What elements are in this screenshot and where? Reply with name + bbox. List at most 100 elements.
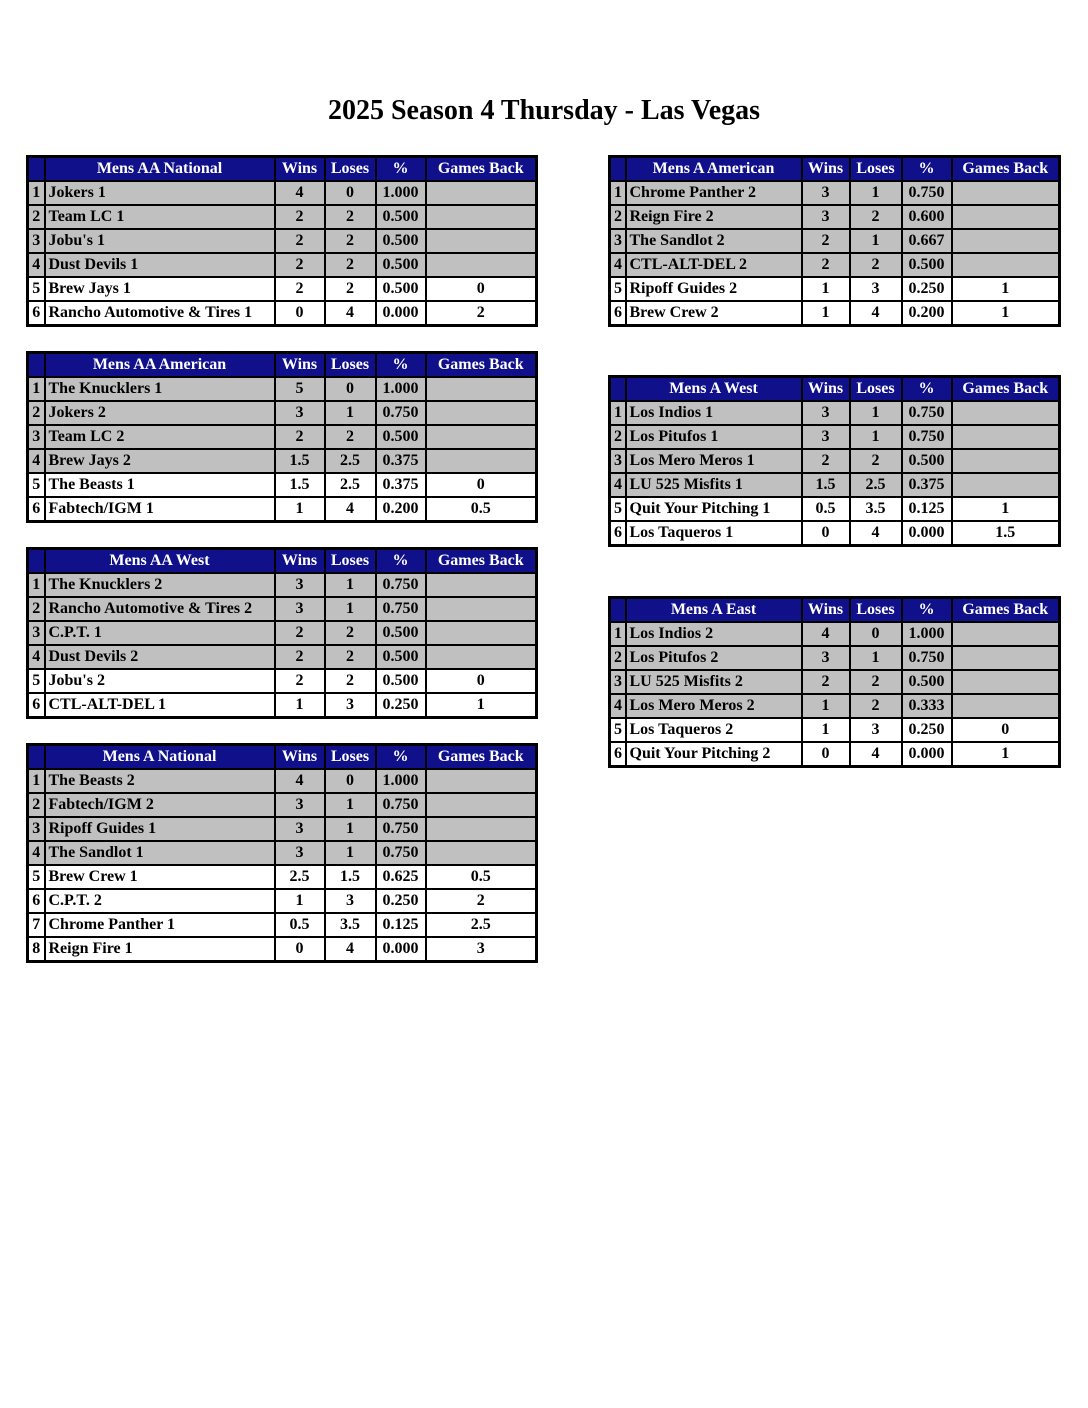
table-row: 3 Jobu's 1 2 2 0.500 (26, 228, 538, 254)
wins-cell: 2 (800, 448, 851, 474)
loses-cell: 2 (323, 276, 377, 302)
team-cell: LU 525 Misfits 2 (624, 669, 803, 695)
team-cell: Los Indios 2 (624, 621, 803, 647)
games-back-cell (424, 792, 538, 818)
team-cell: Los Pitufos 2 (624, 645, 803, 671)
games-back-cell (424, 376, 538, 402)
loses-header: Loses (848, 375, 903, 402)
pct-cell: 0.000 (374, 300, 427, 327)
wins-cell: 3 (273, 400, 326, 426)
wins-cell: 4 (800, 621, 851, 647)
wins-cell: 0 (800, 741, 851, 768)
games-back-cell (424, 644, 538, 670)
table-row: 5 Quit Your Pitching 1 0.5 3.5 0.125 1 (608, 496, 1061, 522)
rank-cell: 4 (26, 252, 46, 278)
team-cell: Jokers 2 (43, 400, 276, 426)
wins-cell: 0.5 (273, 912, 326, 938)
wins-cell: 3 (800, 204, 851, 230)
games-back-cell: 2 (424, 888, 538, 914)
pct-cell: 0.750 (374, 816, 427, 842)
wins-cell: 4 (273, 180, 326, 206)
table-row: 6 Brew Crew 2 1 4 0.200 1 (608, 300, 1061, 327)
table-row: 5 Los Taqueros 2 1 3 0.250 0 (608, 717, 1061, 743)
team-cell: Team LC 2 (43, 424, 276, 450)
pct-cell: 0.250 (900, 717, 953, 743)
table-row: 4 The Sandlot 1 3 1 0.750 (26, 840, 538, 866)
wins-cell: 1 (800, 300, 851, 327)
standings-table-mens-a-east: Mens A East Wins Loses% Games Back 1 Los Indi… (608, 596, 1061, 768)
wins-cell: 5 (273, 376, 326, 402)
loses-cell: 2 (848, 448, 903, 474)
table-row: 2 Team LC 1 2 2 0.500 (26, 204, 538, 230)
wins-cell: 3 (800, 180, 851, 206)
rank-cell: 2 (26, 596, 46, 622)
table-row: 6 Rancho Automotive & Tires 1 0 4 0.000 2 (26, 300, 538, 327)
table-row: 8 Reign Fire 1 0 4 0.000 3 (26, 936, 538, 963)
wins-cell: 1 (273, 888, 326, 914)
team-cell: Quit Your Pitching 2 (624, 741, 803, 768)
table-row: 3 Team LC 2 2 2 0.500 (26, 424, 538, 450)
wins-header: Wins (273, 351, 326, 378)
pct-cell: 0.375 (900, 472, 953, 498)
table-row: 4 Dust Devils 2 2 2 0.500 (26, 644, 538, 670)
pct-cell: 0.500 (374, 668, 427, 694)
table-row: 2 Fabtech/IGM 2 3 1 0.750 (26, 792, 538, 818)
rank-cell: 1 (608, 180, 627, 206)
loses-cell: 2 (323, 644, 377, 670)
wins-header: Wins (273, 743, 326, 770)
pct-cell: 0.500 (374, 644, 427, 670)
pct-header: % (374, 155, 427, 182)
rank-cell: 3 (26, 620, 46, 646)
table-row: 5 The Beasts 1 1.5 2.5 0.375 0 (26, 472, 538, 498)
team-cell: Jokers 1 (43, 180, 276, 206)
header-row: Mens AA American Wins Loses% Games Back (26, 351, 538, 378)
wins-cell: 2 (273, 204, 326, 230)
table-row: 2 Rancho Automotive & Tires 2 3 1 0.750 (26, 596, 538, 622)
rank-cell: 6 (608, 741, 627, 768)
table-row: 1 The Beasts 2 4 0 1.000 (26, 768, 538, 794)
table-row: 2 Los Pitufos 2 3 1 0.750 (608, 645, 1061, 671)
wins-cell: 3 (273, 816, 326, 842)
loses-cell: 4 (323, 936, 377, 963)
rank-header-cell (608, 596, 627, 623)
loses-cell: 1 (848, 228, 903, 254)
wins-cell: 1.5 (273, 448, 326, 474)
loses-cell: 2 (848, 252, 903, 278)
team-cell: Ripoff Guides 2 (624, 276, 803, 302)
wins-cell: 2 (273, 228, 326, 254)
team-cell: Jobu's 2 (43, 668, 276, 694)
wins-cell: 3 (800, 400, 851, 426)
rank-cell: 2 (608, 424, 627, 450)
rank-cell: 5 (608, 276, 627, 302)
loses-cell: 4 (848, 520, 903, 547)
table-row: 1 Chrome Panther 2 3 1 0.750 (608, 180, 1061, 206)
games-back-cell (424, 816, 538, 842)
games-back-cell: 0 (950, 717, 1061, 743)
pct-cell: 0.750 (374, 400, 427, 426)
division-title: Mens A American (624, 155, 803, 182)
loses-header: Loses (323, 155, 377, 182)
pct-cell: 0.500 (374, 228, 427, 254)
loses-header: Loses (323, 547, 377, 574)
wins-cell: 1.5 (800, 472, 851, 498)
rank-cell: 6 (26, 888, 46, 914)
wins-cell: 2 (273, 644, 326, 670)
loses-cell: 2 (323, 252, 377, 278)
games-back-cell (950, 645, 1061, 671)
header-row: Mens A East Wins Loses% Games Back (608, 596, 1061, 623)
wins-cell: 3 (800, 645, 851, 671)
pct-cell: 0.125 (900, 496, 953, 522)
games-back-cell (424, 228, 538, 254)
pct-cell: 1.000 (374, 180, 427, 206)
table-row: 2 Reign Fire 2 3 2 0.600 (608, 204, 1061, 230)
pct-cell: 0.500 (374, 204, 427, 230)
games-back-cell: 2 (424, 300, 538, 327)
loses-cell: 3.5 (323, 912, 377, 938)
team-cell: LU 525 Misfits 1 (624, 472, 803, 498)
wins-cell: 0 (273, 300, 326, 327)
rank-cell: 3 (608, 448, 627, 474)
header-row: Mens AA National Wins Loses% Games Back (26, 155, 538, 182)
pct-cell: 0.600 (900, 204, 953, 230)
pct-cell: 0.375 (374, 448, 427, 474)
games-back-cell (424, 768, 538, 794)
